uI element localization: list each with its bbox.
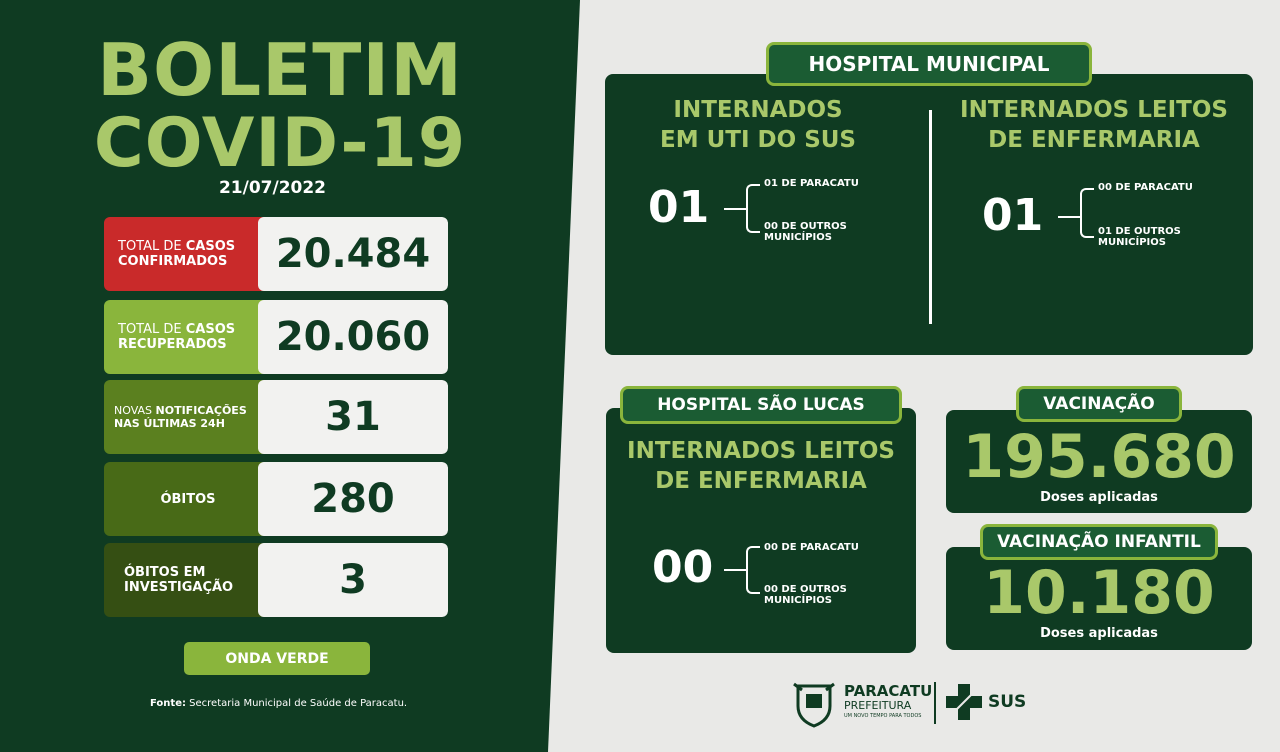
enf-bracket xyxy=(1080,188,1094,238)
enf-total: 01 xyxy=(982,190,1044,241)
enf-local: 00 DE PARACATU xyxy=(1098,182,1193,193)
stat-obitos-investigacao: ÓBITOS EM INVESTIGAÇÃO 3 xyxy=(104,543,448,617)
hospital-municipal-tag: HOSPITAL MUNICIPAL xyxy=(766,42,1092,86)
sao-lucas-total: 00 xyxy=(652,542,714,593)
sao-lucas-bracket xyxy=(746,546,760,594)
enf-title: INTERNADOS LEITOS DE ENFERMARIA xyxy=(960,97,1228,153)
logo-divider xyxy=(934,682,936,724)
bulletin-date: 21/07/2022 xyxy=(218,178,327,198)
vacinacao-sub: Doses aplicadas xyxy=(1040,490,1158,505)
enf-outros: 01 DE OUTROS MUNICÍPIOS xyxy=(1098,226,1181,248)
sao-lucas-local: 00 DE PARACATU xyxy=(764,542,859,553)
stat-value: 20.060 xyxy=(258,300,448,374)
stat-novas-notificacoes: NOVAS NOTIFICAÇÕES NAS ÚLTIMAS 24H 31 xyxy=(104,380,448,454)
stat-label: NOVAS NOTIFICAÇÕES NAS ÚLTIMAS 24H xyxy=(104,380,272,454)
sao-lucas-outros: 00 DE OUTROS MUNICÍPIOS xyxy=(764,584,847,606)
stat-label: ÓBITOS xyxy=(104,462,272,536)
vacinacao-tag: VACINAÇÃO xyxy=(1016,386,1182,422)
sao-lucas-title: INTERNADOS LEITOS DE ENFERMARIA xyxy=(627,438,895,494)
stat-value: 280 xyxy=(258,462,448,536)
uti-local: 01 DE PARACATU xyxy=(764,178,859,189)
stat-value: 31 xyxy=(258,380,448,454)
sus-label: SUS xyxy=(988,692,1027,712)
footer-logos: PARACATU PREFEITURA UM NOVO TEMPO PARA T… xyxy=(792,680,1052,728)
panel-divider xyxy=(929,110,932,324)
sao-lucas-panel xyxy=(606,408,916,653)
uti-outros: 00 DE OUTROS MUNICÍPIOS xyxy=(764,221,847,243)
uti-title: INTERNADOS EM UTI DO SUS xyxy=(660,97,856,153)
coat-of-arms-icon xyxy=(793,682,835,728)
sao-lucas-tag: HOSPITAL SÃO LUCAS xyxy=(620,386,902,424)
stat-label: TOTAL DE CASOS RECUPERADOS xyxy=(104,300,272,374)
stat-label: TOTAL DE CASOS CONFIRMADOS xyxy=(104,217,272,291)
stat-value: 20.484 xyxy=(258,217,448,291)
onda-badge: ONDA VERDE xyxy=(184,642,370,675)
uti-bracket-stem xyxy=(724,208,746,210)
vacinacao-infantil-value: 10.180 xyxy=(983,558,1215,628)
stat-label: ÓBITOS EM INVESTIGAÇÃO xyxy=(104,543,272,617)
vacinacao-infantil-panel xyxy=(946,547,1252,650)
stat-casos-recuperados: TOTAL DE CASOS RECUPERADOS 20.060 xyxy=(104,300,448,374)
paracatu-name: PARACATU xyxy=(844,682,933,700)
sao-lucas-bracket-stem xyxy=(724,569,746,571)
vacinacao-panel xyxy=(946,410,1252,513)
uti-bracket xyxy=(746,184,760,233)
prefeitura-label: PREFEITURA xyxy=(844,699,912,712)
left-panel xyxy=(0,0,580,752)
source-note: Fonte: Secretaria Municipal de Saúde de … xyxy=(150,698,408,709)
sus-cross-icon xyxy=(946,684,982,720)
stat-value: 3 xyxy=(258,543,448,617)
stat-casos-confirmados: TOTAL DE CASOS CONFIRMADOS 20.484 xyxy=(104,217,448,291)
enf-bracket-stem xyxy=(1058,216,1080,218)
vacinacao-infantil-sub: Doses aplicadas xyxy=(1040,626,1158,641)
vacinacao-infantil-tag: VACINAÇÃO INFANTIL xyxy=(980,524,1218,560)
bulletin-title-line1: BOLETIM xyxy=(97,28,463,112)
vacinacao-value: 195.680 xyxy=(962,422,1236,492)
prefeitura-slogan: UM NOVO TEMPO PARA TODOS xyxy=(844,713,922,719)
stat-obitos: ÓBITOS 280 xyxy=(104,462,448,536)
uti-total: 01 xyxy=(648,182,710,233)
bulletin-title-line2: COVID-19 xyxy=(93,104,467,183)
